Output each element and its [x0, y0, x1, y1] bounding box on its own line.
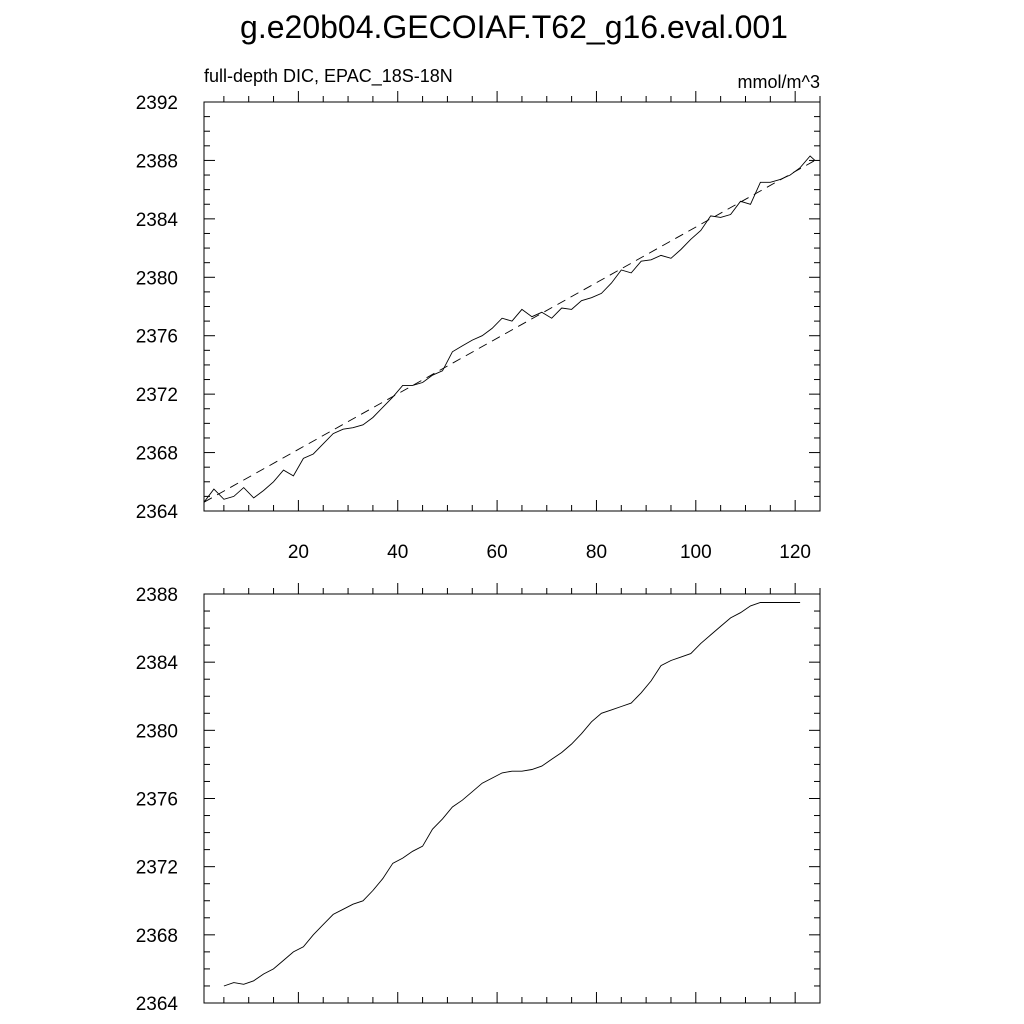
panel1-xtick-label: 120 [779, 542, 811, 563]
panel1-ytick-label: 2368 [136, 444, 178, 465]
panel1-ytick-label: 2388 [136, 151, 178, 172]
panel1-xtick-label: 60 [487, 542, 508, 563]
panel1-xtick-label: 20 [288, 542, 309, 563]
panel2-ytick-label: 2368 [136, 926, 178, 947]
panel1-ytick-label: 2376 [136, 327, 178, 348]
panel2-ytick-label: 2388 [136, 585, 178, 606]
panel1-ytick-label: 2392 [136, 93, 178, 114]
panel1-xtick-label: 100 [680, 542, 712, 563]
figure-title: g.e20b04.GECOIAF.T62_g16.eval.001 [240, 9, 788, 45]
panel2-ytick-label: 2376 [136, 790, 178, 811]
panel2-series-data-line [223, 602, 801, 987]
panel1-ytick-label: 2364 [136, 502, 179, 523]
panel1-ytick-label: 2380 [136, 268, 178, 289]
panel2-ytick-label: 2380 [136, 721, 178, 742]
panel2-chart: 2364 2368 2372 2376 2380 2384 2388 [136, 583, 821, 1015]
panel2-frame [203, 593, 821, 1004]
panel1-series-trend-line [203, 160, 816, 503]
panel1-xtick-label: 40 [387, 542, 408, 563]
panel1-frame [203, 101, 821, 512]
panel1-xtick-label: 80 [586, 542, 607, 563]
panel1-ytick-label: 2372 [136, 385, 178, 406]
panel1-chart: 2364 2368 2372 2376 2380 2384 2388 2392 20 40 60 80… [136, 91, 821, 563]
panel2-ytick-label: 2384 [136, 653, 179, 674]
panel2-ytick-label: 2364 [136, 994, 179, 1015]
panel1-series-data-line [203, 155, 816, 503]
panel1-subtitle-right: mmol/m^3 [738, 72, 820, 92]
panel1-subtitle-left: full-depth DIC, EPAC_18S-18N [204, 66, 453, 87]
panel2-ytick-label: 2372 [136, 858, 178, 879]
panel1-ytick-label: 2384 [136, 210, 179, 231]
